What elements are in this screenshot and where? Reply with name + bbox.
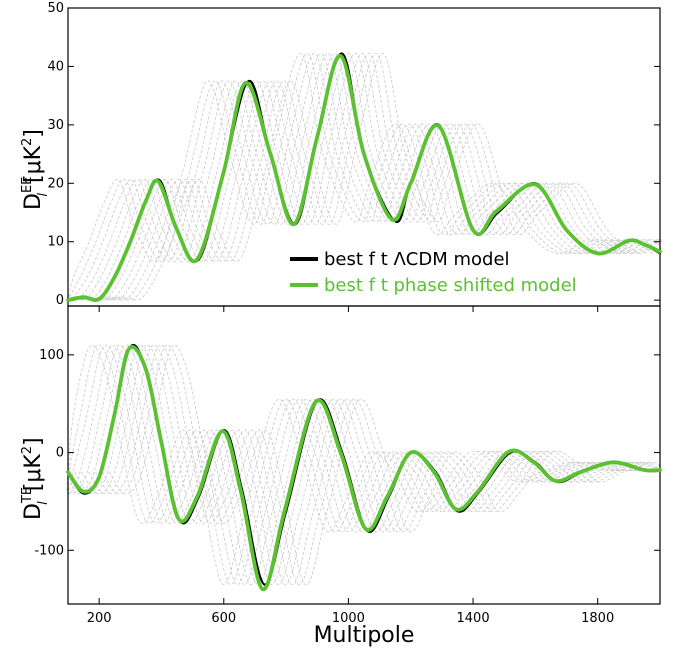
ee-envelope-curve xyxy=(67,53,620,301)
te-envelope-curve xyxy=(74,344,661,585)
ee-envelope-curve xyxy=(109,53,662,301)
te-series xyxy=(66,344,662,592)
te-envelope-curve xyxy=(66,344,640,585)
x-axis-title: Multipole xyxy=(314,623,415,648)
x-tick-label: 1800 xyxy=(581,611,614,626)
ee-y-tick-label: 10 xyxy=(47,235,64,250)
te-y-axis-title: DTEl [μK2] xyxy=(20,437,51,520)
te-ylabel-unit-close: ] xyxy=(21,437,46,446)
ee-y-tick-label: 50 xyxy=(47,1,64,16)
legend-label-phase-shifted: best f t phase shifted model xyxy=(324,275,577,296)
ee-panel: 0 10 20 30 40 50 DEEl [μK2] best f t ΛCDM mode… xyxy=(20,1,662,308)
legend-label-lcdm: best f t ΛCDM model xyxy=(324,249,510,270)
te-ylabel-unit-sup: 2 xyxy=(20,446,35,454)
te-envelope-curve xyxy=(67,344,654,585)
te-ylabel-main: D xyxy=(21,503,46,520)
ee-phase-shifted-line xyxy=(66,53,662,303)
ee-envelope-curve xyxy=(67,53,654,301)
te-ylabel-sup: TE xyxy=(20,487,35,504)
te-plot-frame xyxy=(67,305,661,605)
te-y-ticks: 100 0 -100 xyxy=(34,348,660,558)
ee-envelope-curve xyxy=(67,53,647,301)
te-lcdm-line xyxy=(66,344,662,586)
te-x-ticks: 200 600 1000 1400 1800 xyxy=(87,306,614,626)
ee-envelope-curve xyxy=(88,53,662,301)
te-envelope-curve xyxy=(88,344,663,585)
ee-ylabel-main: D xyxy=(21,193,46,210)
ee-ylabel-unit-close: ] xyxy=(21,129,46,138)
x-tick-label: 1000 xyxy=(332,611,365,626)
ee-series xyxy=(66,52,662,303)
x-tick-label: 200 xyxy=(87,611,112,626)
te-envelope-curve xyxy=(66,344,626,585)
ee-y-tick-label: 20 xyxy=(47,176,64,191)
te-phase-shifted-line xyxy=(66,345,662,592)
te-panel: 1000-100 200 600 1000 1400 1800 DTEl[μK2] Mu… xyxy=(20,305,662,648)
te-y-tick-label: 100 xyxy=(39,348,64,363)
ee-ylabel-unit-sup: 2 xyxy=(20,138,35,146)
ee-ylabel-unit: [μK xyxy=(21,145,46,183)
ee-envelope-curve xyxy=(66,53,626,301)
te-ylabel-sub: l xyxy=(36,501,51,505)
te-envelope-curve xyxy=(95,344,662,585)
ee-ylabel-sub: l xyxy=(36,193,51,197)
ee-envelope-curve xyxy=(66,53,640,301)
ee-envelope-curve xyxy=(74,53,661,301)
ee-envelope-curve xyxy=(102,53,663,301)
ee-y-ticks: 0 10 20 30 40 50 xyxy=(47,1,660,308)
ee-y-axis-title: DEEl [μK2] xyxy=(20,129,51,210)
ee-y-tick-label: 0 xyxy=(56,293,64,308)
te-envelope-curve xyxy=(67,344,633,585)
model-envelope-band xyxy=(66,53,663,585)
ee-ylabel-sup: EE xyxy=(20,177,35,193)
te-y-tick-label: 0 xyxy=(56,446,64,461)
ee-envelope-curve xyxy=(81,53,661,301)
te-envelope-curve xyxy=(108,344,661,585)
te-ylabel-unit: [μK xyxy=(21,454,46,492)
x-tick-label: 600 xyxy=(211,611,236,626)
te-y-tick-label: -100 xyxy=(34,543,64,558)
x-tick-label: 1400 xyxy=(457,611,490,626)
ee-y-tick-label: 40 xyxy=(47,59,64,74)
ee-y-tick-label: 30 xyxy=(47,118,64,133)
legend: best f t ΛCDM model best f t phase shift… xyxy=(290,249,577,296)
